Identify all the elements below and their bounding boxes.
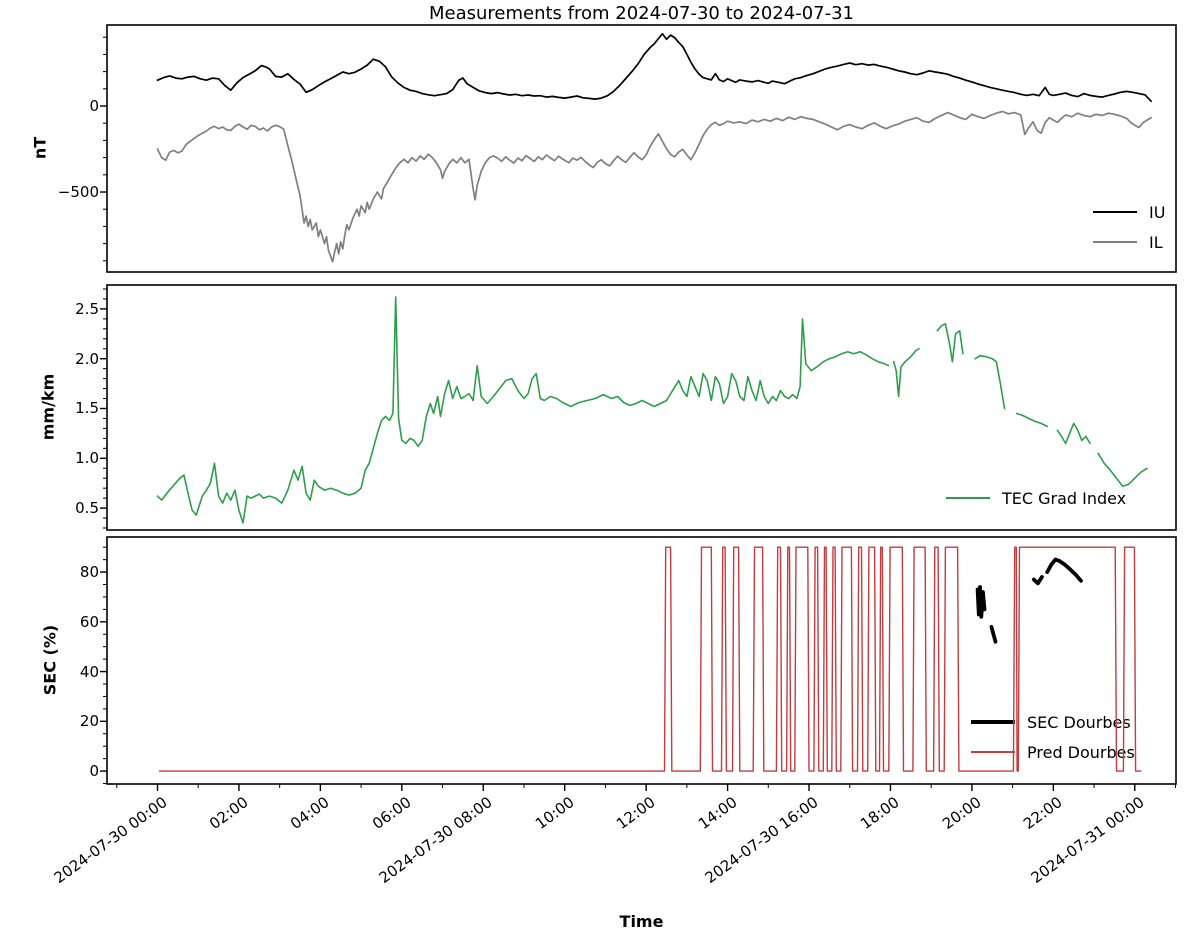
legend-bottom-panel: SEC Dourbes Pred Dourbes <box>971 707 1135 767</box>
tec-legend-label: TEC Grad Index <box>1002 488 1127 508</box>
tec-grad-index-line <box>936 322 964 363</box>
legend-item-tec: TEC Grad Index <box>946 483 1126 513</box>
y-tick-label: −500 <box>57 183 99 202</box>
y-tick-label: 2.5 <box>75 299 99 318</box>
x-axis-label: Time <box>619 912 664 931</box>
tec-grad-index-line <box>1056 422 1091 445</box>
sec-dourbes-line <box>989 624 998 644</box>
legend-middle-panel: TEC Grad Index <box>946 483 1126 513</box>
y-tick-label: 40 <box>79 662 99 681</box>
y-tick-label: 0 <box>89 762 99 781</box>
tec-grad-index-line <box>974 354 1006 410</box>
tec-grad-index-line <box>156 296 890 524</box>
y-tick-label: 2.0 <box>75 349 99 368</box>
sec-dourbes-line <box>1031 575 1044 586</box>
y-tick-label: 1.5 <box>75 399 99 418</box>
iu-legend-label: IU <box>1149 202 1166 222</box>
il-legend-label: IL <box>1149 232 1163 252</box>
legend-item-iu: IU <box>1093 197 1165 227</box>
legend-item-sec-dourbes: SEC Dourbes <box>971 707 1135 737</box>
iu-legend-line <box>1093 211 1137 213</box>
iu-line <box>156 32 1152 103</box>
y-axis-label-sec: SEC (%) <box>40 624 60 696</box>
panel-1-frame <box>106 24 1177 273</box>
sec-dourbes-line <box>975 585 987 619</box>
sec-dourbes-legend-label: SEC Dourbes <box>1027 712 1131 732</box>
il-legend-line <box>1093 241 1137 243</box>
pred-dourbes-legend-line <box>971 751 1015 753</box>
y-tick-label: 0 <box>89 97 99 115</box>
pred-dourbes-legend-label: Pred Dourbes <box>1027 742 1135 762</box>
y-tick-label: 1.0 <box>75 449 99 468</box>
tec-grad-index-line <box>892 347 920 398</box>
tec-grad-index-line <box>1097 452 1148 488</box>
legend-item-il: IL <box>1093 227 1165 257</box>
chart-title: Measurements from 2024-07-30 to 2024-07-… <box>428 3 854 24</box>
y-tick-label: 0.5 <box>75 499 99 518</box>
y-tick-label: 80 <box>79 563 99 582</box>
sec-dourbes-legend-line <box>971 720 1015 724</box>
tec-grad-index-line <box>1015 412 1048 428</box>
y-tick-label: 20 <box>79 712 99 731</box>
il-line <box>156 110 1152 263</box>
sec-dourbes-line <box>1045 557 1083 583</box>
tec-legend-line <box>946 497 990 499</box>
legend-top-panel: IU IL <box>1093 197 1165 257</box>
legend-item-pred-dourbes: Pred Dourbes <box>971 737 1135 767</box>
y-tick-label: 60 <box>79 612 99 631</box>
y-axis-label-nt: nT <box>30 136 50 160</box>
